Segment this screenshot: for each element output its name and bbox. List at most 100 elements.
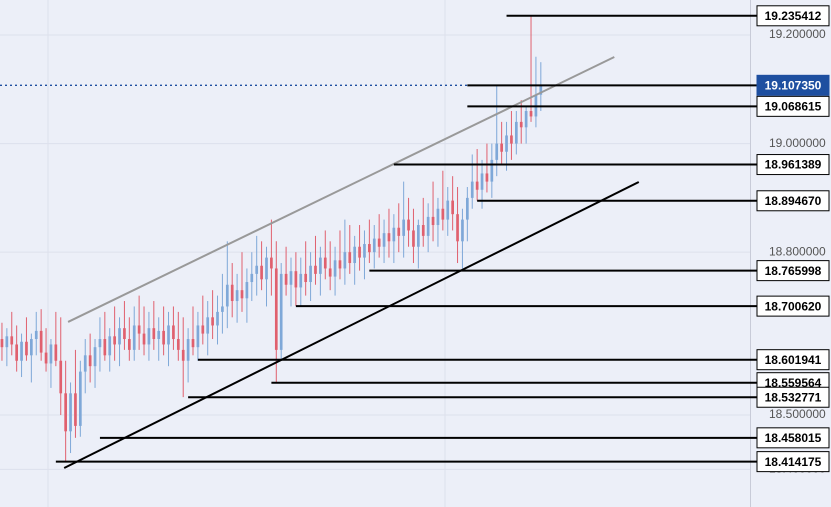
candle-body [5, 336, 9, 348]
level-label: 19.107350 [765, 78, 822, 92]
candle-body [186, 339, 190, 361]
level-label: 18.532771 [765, 390, 822, 404]
candle-body [382, 233, 386, 247]
candle-body [270, 257, 273, 269]
candle-body [387, 233, 391, 242]
candle-body [402, 219, 406, 236]
candle-body [279, 273, 283, 350]
candle-body [451, 200, 454, 215]
level-label: 18.601941 [765, 353, 822, 367]
candle-body [44, 352, 48, 364]
level-label-box [756, 386, 830, 408]
candle-body [289, 271, 293, 285]
candle-body [132, 325, 136, 350]
candle-body [98, 339, 102, 348]
candle-body [152, 328, 156, 340]
level-label: 18.894670 [765, 194, 822, 208]
candle-body [0, 339, 4, 348]
candle-body [323, 257, 327, 269]
candle-body [377, 238, 381, 247]
candle-body [309, 265, 312, 283]
candle-body [524, 111, 528, 128]
y-tick-label: 19.200000 [769, 27, 826, 41]
candle-body [368, 244, 371, 253]
candle-body [49, 344, 53, 364]
level-label-box [756, 5, 830, 27]
candle-body [34, 330, 38, 340]
candle-body [172, 325, 175, 340]
candle-body [142, 333, 146, 345]
candle-body [363, 244, 366, 258]
trend-line [63, 181, 640, 469]
candle-body [265, 257, 268, 280]
candle-body [358, 246, 361, 258]
candle-body [431, 216, 435, 226]
candle-body [490, 159, 494, 182]
candle-body [255, 265, 259, 274]
candle-body [83, 355, 87, 372]
candle-body [54, 344, 58, 361]
candle-body [441, 208, 445, 220]
candle-body [10, 336, 14, 345]
candle-body [137, 325, 141, 334]
candle-body [412, 230, 415, 247]
candle-body [30, 339, 33, 356]
candle-body [230, 284, 234, 302]
candle-body [206, 317, 210, 334]
candle-body [39, 330, 43, 353]
candle-body [314, 265, 317, 274]
candle-body [235, 290, 239, 302]
candle-body [456, 214, 459, 242]
candle-body [20, 341, 23, 361]
candle-body [250, 273, 254, 283]
candle-body [74, 393, 77, 426]
level-label-box [756, 260, 830, 282]
candle-body [475, 181, 479, 190]
candle-body [103, 339, 107, 356]
candle-body [245, 282, 249, 299]
candle-body [505, 135, 508, 152]
candle-body [343, 252, 347, 269]
level-label: 18.765998 [765, 264, 822, 278]
candle-body [328, 268, 332, 277]
candle-body [426, 216, 430, 236]
candle-body [157, 330, 161, 340]
level-label-box [756, 451, 830, 473]
candle-body [500, 143, 503, 152]
level-label: 18.961389 [765, 158, 822, 172]
candle-body [294, 271, 298, 288]
level-label: 19.068615 [765, 100, 822, 114]
candle-body [113, 336, 116, 345]
candle-body [407, 219, 410, 231]
level-label: 19.235412 [765, 9, 822, 23]
candle-body [221, 306, 224, 312]
level-label: 18.700620 [765, 299, 822, 313]
level-label-box [756, 295, 830, 317]
candle-body [539, 85, 543, 95]
candle-body [470, 181, 474, 198]
candle-body [240, 290, 244, 299]
level-label: 18.414175 [765, 455, 822, 469]
candle-body [69, 393, 72, 432]
y-tick-label: 18.800000 [769, 244, 826, 258]
level-label: 18.559564 [765, 376, 822, 390]
candle-body [333, 260, 337, 277]
candle-body [514, 121, 518, 144]
level-label-box [756, 349, 830, 371]
candle-body [421, 225, 425, 236]
candle-body [417, 225, 420, 247]
candle-body [191, 339, 195, 348]
candle-body [162, 330, 165, 345]
candle-body [319, 257, 322, 274]
candle-body [64, 393, 67, 432]
candle-body [436, 208, 440, 226]
level-label-box [756, 95, 830, 117]
candle-body [211, 317, 214, 326]
candle-body [167, 325, 170, 345]
candle-body [338, 260, 342, 269]
candle-body [510, 135, 513, 144]
candle-body [392, 227, 396, 242]
level-label: 18.458015 [765, 431, 822, 445]
candle-body [348, 252, 352, 264]
